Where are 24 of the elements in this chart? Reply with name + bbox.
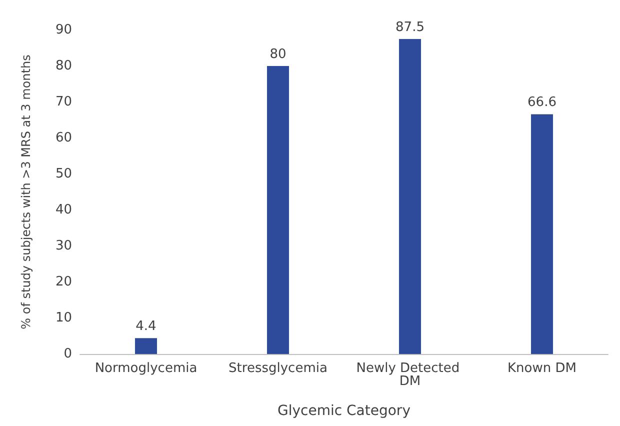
bar: [531, 114, 553, 354]
y-tick-label: 60: [55, 130, 72, 146]
x-tick-label: Normoglycemia: [94, 361, 198, 376]
y-tick-label: 20: [55, 274, 72, 290]
x-tick-label: Stressglycemia: [228, 361, 328, 376]
x-axis-title: Glycemic Category: [278, 403, 410, 419]
data-label: 80: [270, 47, 286, 62]
y-tick-label: 80: [55, 58, 72, 74]
data-label: 4.4: [136, 319, 156, 334]
bar: [399, 39, 421, 354]
y-tick-label: 50: [55, 166, 72, 182]
data-label: 87.5: [396, 20, 424, 35]
y-tick-label: 10: [55, 310, 72, 326]
y-axis-title: % of study subjects with >3 MRS at 3 months: [19, 54, 33, 330]
y-tick-label: 70: [55, 94, 72, 110]
y-tick-label: 30: [55, 238, 72, 254]
y-tick-label: 90: [55, 22, 72, 38]
y-tick-label: 0: [64, 346, 72, 362]
bar: [267, 66, 289, 354]
y-tick-label: 40: [55, 202, 72, 218]
bar: [135, 338, 157, 354]
data-label: 66.6: [528, 95, 556, 110]
x-tick-label: Known DM: [508, 361, 576, 376]
x-tick-label: Newly Detected DM: [356, 361, 464, 389]
